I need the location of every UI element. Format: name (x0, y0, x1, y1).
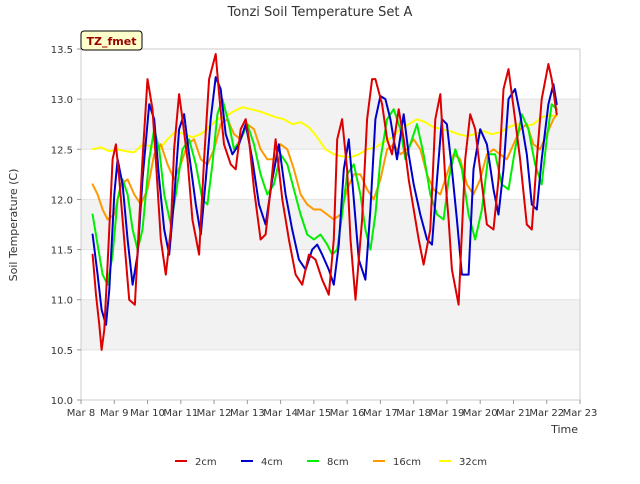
y-tick-label: 12.0 (51, 195, 73, 206)
station-tag-box (80, 30, 143, 51)
x-tick-label: Mar 21 (496, 408, 531, 419)
x-tick-label: Mar 17 (363, 408, 398, 419)
grid-band (81, 99, 580, 150)
legend-item-2cm: 2cm (175, 457, 217, 468)
y-tick-label: 10.5 (51, 346, 73, 357)
y-axis: 10.0 10.5 11.0 11.5 12.0 12.5 13.0 13.5 (51, 45, 81, 407)
x-tick-label: Mar 16 (330, 408, 365, 419)
legend-label: 4cm (261, 457, 283, 468)
x-tick-label: Mar 10 (130, 408, 165, 419)
x-tick-label: Mar 20 (463, 408, 498, 419)
legend: 2cm 4cm 8cm 16cm 32cm (175, 457, 487, 468)
x-tick-label: Mar 18 (396, 408, 431, 419)
x-tick-label: Mar 23 (563, 408, 598, 419)
grid-band (81, 199, 580, 250)
legend-label: 32cm (459, 457, 487, 468)
station-tag: TZ_fmet (80, 30, 143, 51)
legend-item-16cm: 16cm (373, 457, 421, 468)
series-lines (91, 53, 558, 351)
y-tick-label: 13.0 (51, 95, 73, 106)
chart-title: Tonzi Soil Temperature Set A (227, 5, 413, 20)
x-tick-label: Mar 12 (197, 408, 232, 419)
series-line-2cm (91, 53, 558, 351)
x-tick-label: Mar 11 (163, 408, 198, 419)
x-tick-label: Mar 19 (430, 408, 465, 419)
series-line-4cm (91, 76, 558, 326)
station-tag-label: TZ_fmet (87, 35, 137, 48)
x-tick-label: Mar 22 (529, 408, 564, 419)
grid-band (81, 49, 580, 100)
x-tick-label: Mar 13 (230, 408, 265, 419)
legend-label: 8cm (327, 457, 349, 468)
x-tick-label: Mar 15 (296, 408, 331, 419)
x-tick-label: Mar 9 (100, 408, 128, 419)
y-tick-label: 11.0 (51, 296, 73, 307)
legend-item-32cm: 32cm (439, 457, 487, 468)
series-line-8cm (91, 98, 558, 286)
y-tick-label: 10.0 (51, 396, 73, 407)
y-tick-label: 13.5 (51, 45, 73, 56)
y-tick-label: 12.5 (51, 145, 73, 156)
y-axis-label: Soil Temperature (C) (7, 169, 20, 282)
plot-frame (80, 48, 581, 401)
x-tick-label: Mar 8 (67, 408, 95, 419)
y-tick-label: 11.5 (51, 246, 73, 257)
grid-bands (81, 49, 580, 400)
x-axis-label: Time (550, 423, 578, 436)
grid-band (81, 299, 580, 350)
legend-item-8cm: 8cm (307, 457, 349, 468)
legend-item-4cm: 4cm (241, 457, 283, 468)
legend-label: 16cm (393, 457, 421, 468)
x-tick-label: Mar 14 (263, 408, 298, 419)
grid-band (81, 349, 580, 400)
legend-label: 2cm (195, 457, 217, 468)
